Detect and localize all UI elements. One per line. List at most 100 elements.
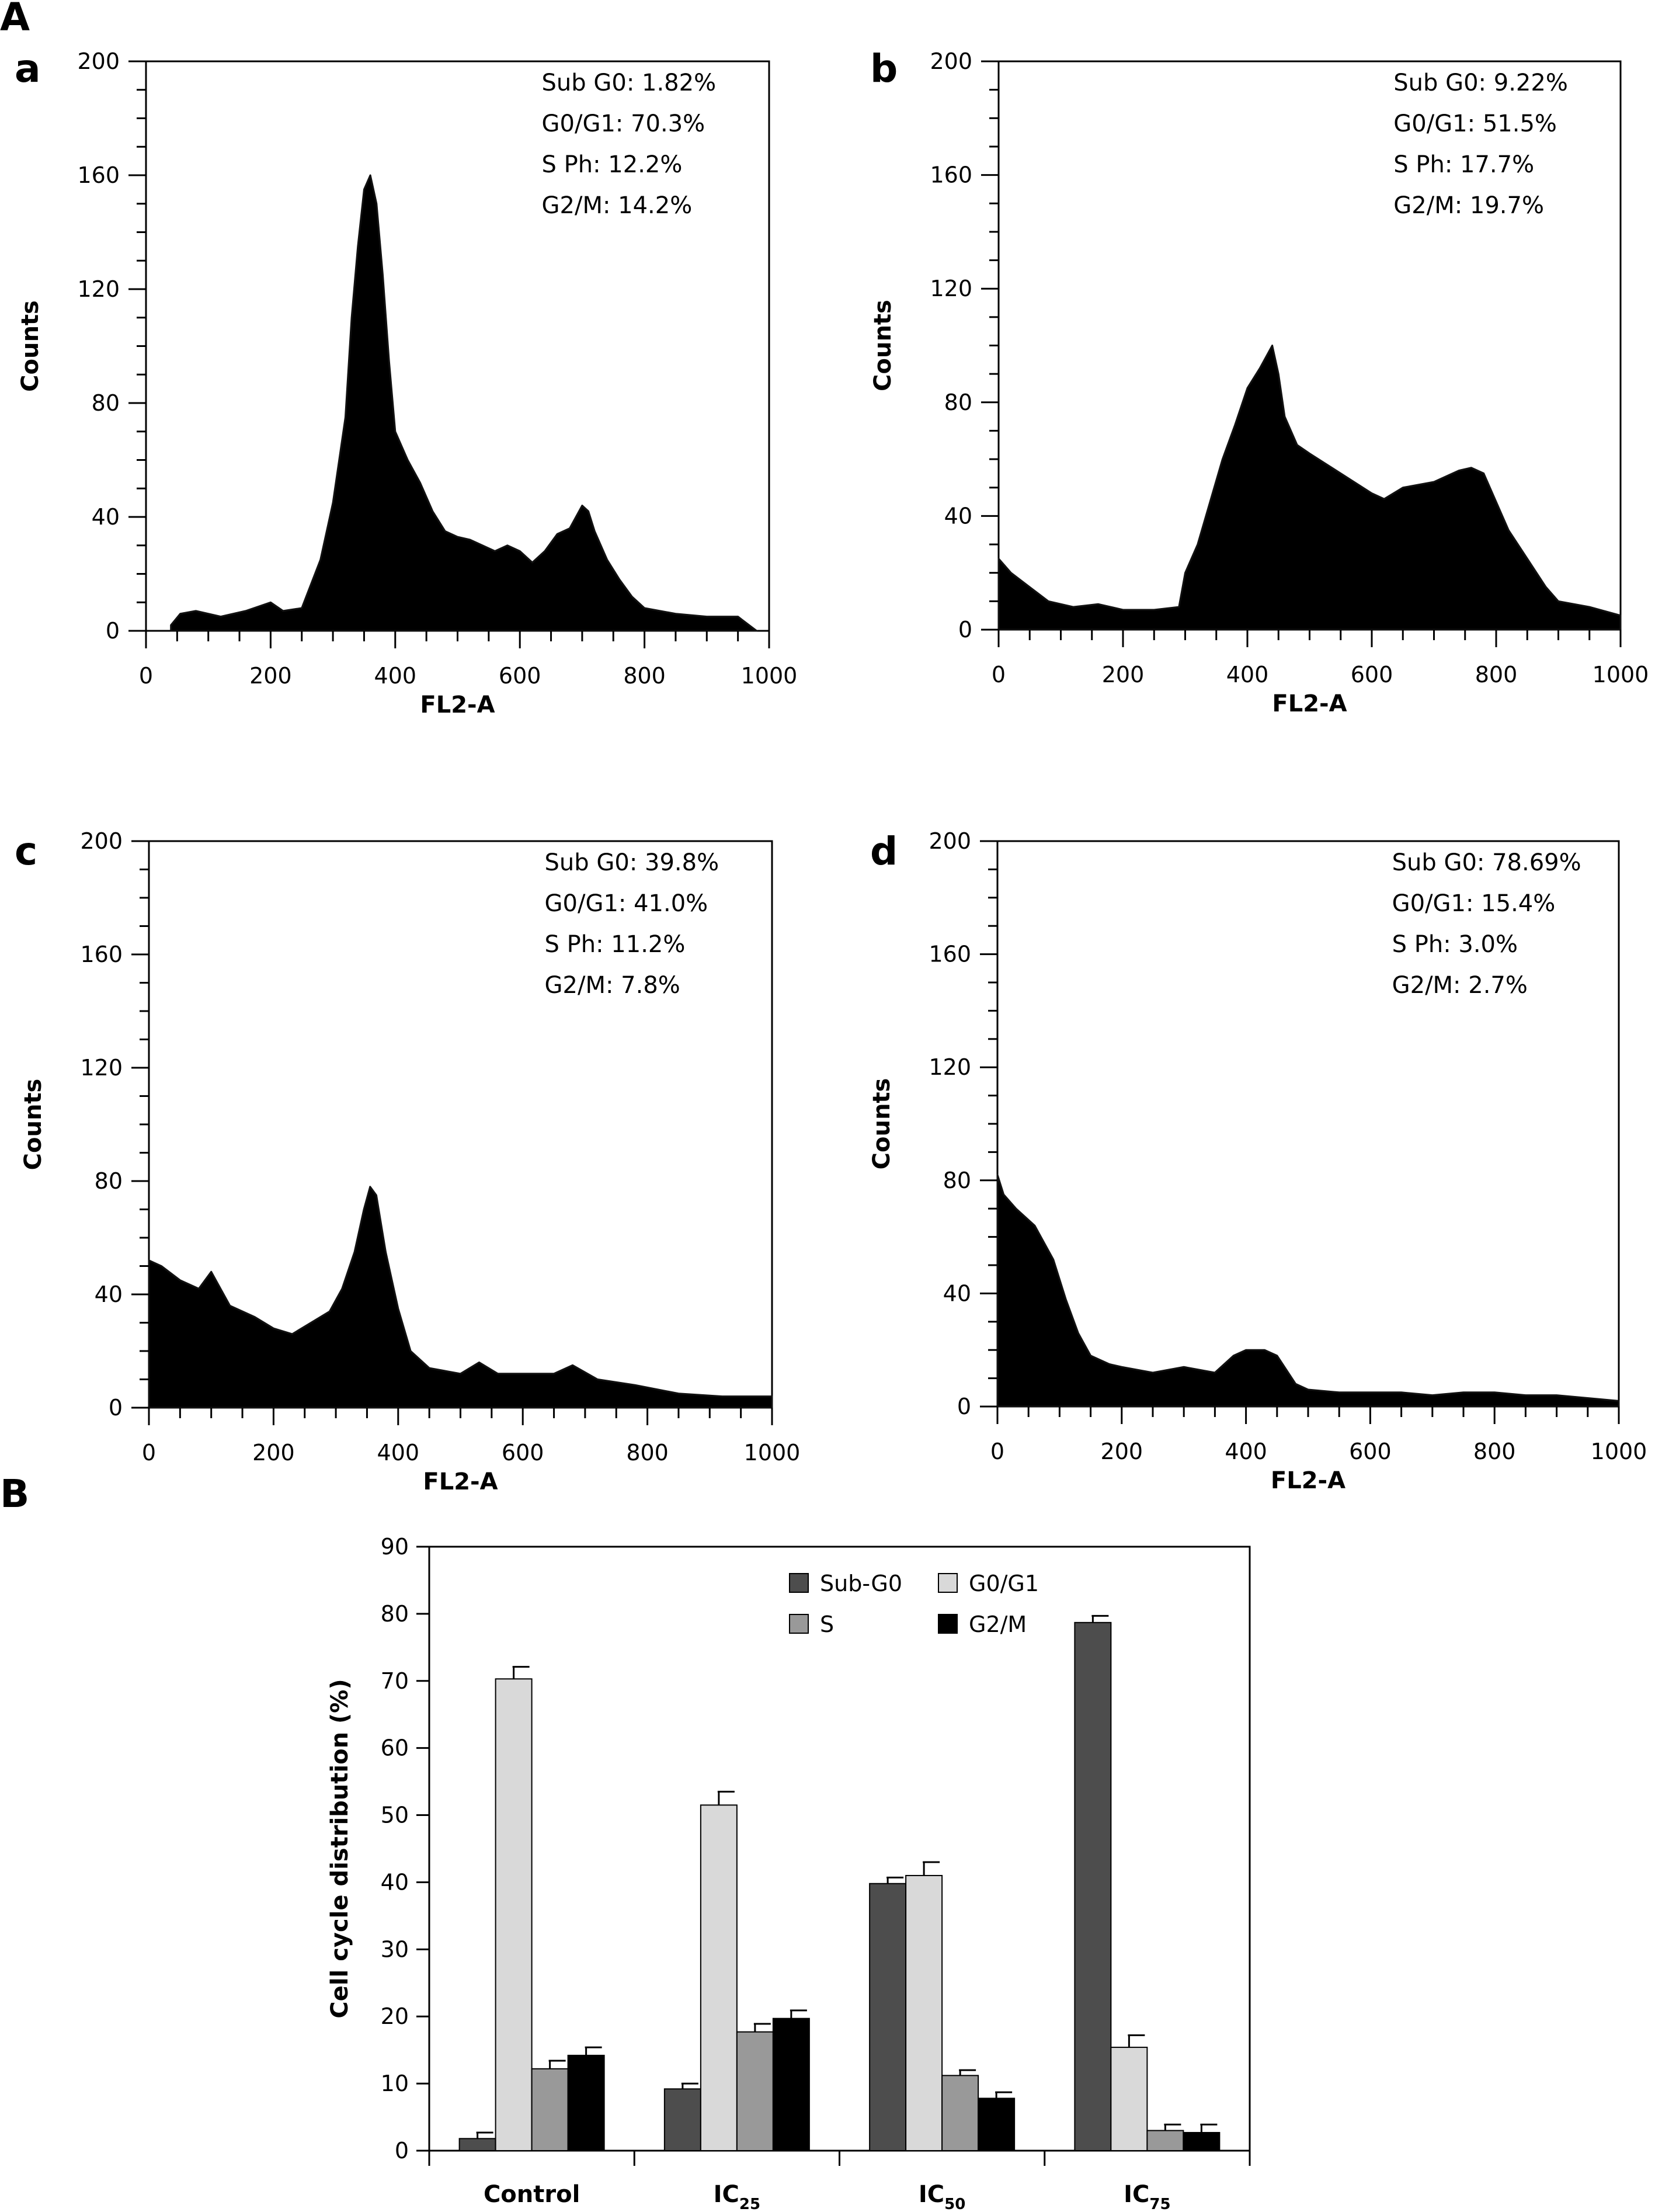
category-label-subscript: 50 [944,2196,965,2212]
x-tick-label: 1000 [741,663,798,689]
x-tick-label: 0 [139,663,153,689]
y-tick-label: 80 [944,390,972,415]
category-label: IC50 [919,2181,965,2212]
x-tick-label: 800 [1473,1439,1516,1464]
histogram-c: c 0 200 400 600 800 1000 0 40 80 120 160 200 FL2-A Cou… [15,828,800,1495]
category-label-subscript: 75 [1149,2196,1170,2212]
phase-annotation: Sub G0: 9.22% [1393,70,1568,96]
y-tick-label: 120 [77,276,120,302]
bar-sub-g0 [663,2088,701,2152]
x-tick-label: 1000 [744,1440,801,1466]
phase-annotation: G2/M: 2.7% [1392,972,1528,999]
y-tick-label: 0 [958,617,972,643]
category-label: IC25 [714,2181,760,2212]
x-tick-label: 1000 [1591,1439,1647,1464]
bar-s [941,2075,979,2152]
phase-annotation: G0/G1: 41.0% [545,890,708,917]
x-tick-label: 800 [623,663,666,689]
histogram-area-a [170,174,758,632]
y-tick-label: 160 [80,942,123,967]
y-tick-label: 0 [957,1394,971,1419]
y-tick-label: 200 [80,828,123,854]
y-tick-label: 120 [929,1054,971,1080]
y-tick-label: 40 [943,1280,971,1306]
category-label-base: IC [714,2181,739,2208]
category-label: Control [484,2181,580,2208]
category-label-base: Control [484,2181,580,2208]
legend-swatch [789,1573,809,1593]
phase-annotation: S Ph: 3.0% [1392,931,1518,958]
bar-g2-m [978,2098,1016,2152]
bar-s [1146,2130,1184,2152]
category-label-subscript: 25 [739,2196,760,2212]
y-tick-label: 30 [381,1936,409,1962]
panel-letter-b: b [870,46,898,91]
bar-g0-g1 [495,1678,533,2151]
y-tick-label: 200 [929,828,971,854]
y-tick-label: 90 [381,1534,409,1560]
y-tick-label: 0 [395,2138,409,2164]
y-axis-title: Counts [868,1078,895,1170]
y-axis-title: Counts [20,1079,47,1171]
category-label: IC75 [1124,2181,1170,2212]
panel-letter-d: d [870,829,898,874]
y-tick-label: 40 [92,504,120,530]
x-tick-label: 400 [1225,1439,1267,1464]
bar-sub-g0 [1074,1621,1112,2151]
legend-swatch [789,1614,809,1634]
bar-sub-g0 [458,2138,496,2152]
y-tick-label: 40 [944,503,972,529]
histogram-area-c [148,1186,773,1409]
x-tick-label: 800 [626,1440,669,1466]
y-tick-label: 10 [381,2071,409,2096]
y-tick-label: 70 [381,1668,409,1694]
y-tick-label: 60 [381,1735,409,1761]
y-tick-label: 80 [943,1168,971,1193]
legend-swatch [938,1614,958,1634]
category-label-base: IC [919,2181,944,2208]
y-tick-label: 80 [381,1601,409,1627]
phase-annotation: S Ph: 12.2% [542,151,683,178]
y-tick-label: 120 [80,1055,123,1081]
bar-sub-g0 [869,1883,907,2151]
bar-g0-g1 [1110,2047,1148,2151]
phase-annotation: Sub G0: 78.69% [1392,849,1581,876]
x-tick-label: 0 [142,1440,156,1466]
y-tick-label: 40 [381,1869,409,1895]
legend-label: Sub-G0 [820,1571,902,1596]
x-axis-title: FL2-A [1272,690,1347,717]
y-tick-label: 200 [77,48,120,74]
bar-g2-m [567,2054,605,2151]
bar-s [736,2031,774,2152]
bar-g2-m [1183,2131,1221,2151]
x-tick-label: 400 [1226,662,1269,687]
legend-label: G2/M [969,1612,1027,1637]
histogram-area-d [996,1173,1620,1408]
y-tick-label: 0 [106,618,120,644]
phase-annotation: G0/G1: 51.5% [1393,110,1557,137]
x-tick-label: 600 [499,663,541,689]
y-tick-label: 80 [92,390,120,416]
y-axis-title: Counts [17,300,44,392]
x-tick-label: 0 [990,1439,1004,1464]
y-tick-label: 160 [77,162,120,188]
x-tick-label: 200 [249,663,292,689]
legend-label: S [820,1612,834,1637]
phase-annotation: G2/M: 7.8% [545,972,680,999]
phase-annotation: G2/M: 19.7% [1393,192,1544,219]
x-tick-label: 600 [1349,1439,1392,1464]
x-tick-label: 400 [374,663,417,689]
y-tick-label: 40 [95,1282,123,1307]
x-tick-label: 600 [502,1440,544,1466]
bar-g0-g1 [700,1804,738,2152]
panel-B-label: B [0,1471,29,1516]
phase-annotation: G0/G1: 15.4% [1392,890,1556,917]
y-tick-label: 0 [109,1395,123,1421]
x-tick-label: 600 [1351,662,1393,687]
x-axis-title: FL2-A [420,692,495,718]
bar-s [531,2068,569,2151]
x-tick-label: 400 [377,1440,420,1466]
x-axis-title: FL2-A [1271,1467,1345,1494]
phase-annotation: Sub G0: 1.82% [542,70,717,96]
